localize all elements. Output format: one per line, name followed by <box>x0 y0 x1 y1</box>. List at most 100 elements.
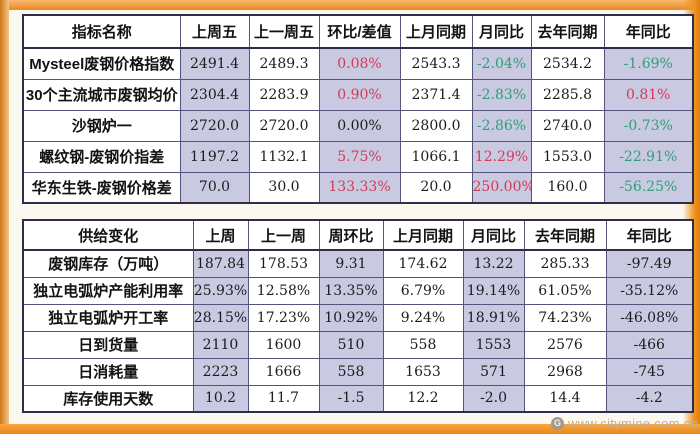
column-header: 上月同期 <box>399 14 473 49</box>
cell: 178.53 <box>247 249 320 278</box>
cell: -46.08% <box>605 303 694 332</box>
cell: 2720.0 <box>248 109 320 142</box>
cell: 61.05% <box>523 276 607 305</box>
cell: 70.0 <box>179 171 250 204</box>
cell: 12.29% <box>471 140 532 173</box>
supply-table-header-row: 供给变化 上周 上一周 周环比 上月同期 月同比 去年同期 年同比 <box>22 219 694 251</box>
cell: 2543.3 <box>399 47 473 80</box>
column-header: 月同比 <box>471 14 532 49</box>
column-header: 指标名称 <box>22 14 181 49</box>
cell: -2.86% <box>471 109 532 142</box>
row-label: 日消耗量 <box>22 357 194 386</box>
cell: 74.23% <box>523 303 607 332</box>
frame-top-bar <box>0 0 700 10</box>
cell: 2968 <box>523 357 607 386</box>
cell: 0.08% <box>318 47 401 80</box>
column-header: 月同比 <box>462 219 525 251</box>
cell: 2489.3 <box>248 47 320 80</box>
cell: 2283.9 <box>248 78 320 111</box>
cell: 2285.8 <box>530 78 605 111</box>
cell: 10.92% <box>318 303 384 332</box>
cell: 2371.4 <box>399 78 473 111</box>
cell: 1653 <box>382 357 464 386</box>
cell: 14.4 <box>523 384 607 413</box>
cell: -1.5 <box>318 384 384 413</box>
cell: 558 <box>382 330 464 359</box>
cell: -97.49 <box>605 249 694 278</box>
column-header: 上一周 <box>247 219 320 251</box>
table-row: 华东生铁-废钢价格差 70.0 30.0 133.33% 20.0 250.00… <box>22 171 694 204</box>
cell: -2.04% <box>471 47 532 80</box>
column-header: 去年同期 <box>523 219 607 251</box>
cell: 5.75% <box>318 140 401 173</box>
column-header: 供给变化 <box>22 219 194 251</box>
cell: -466 <box>605 330 694 359</box>
cell: 571 <box>462 357 525 386</box>
cell: 1600 <box>247 330 320 359</box>
column-header: 上周 <box>192 219 249 251</box>
table-row: 废钢库存（万吨） 187.84 178.53 9.31 174.62 13.22… <box>22 249 694 278</box>
watermark-url-text: www.citymine.com.cn <box>568 416 698 431</box>
cell: -0.73% <box>603 109 694 142</box>
column-header: 去年同期 <box>530 14 605 49</box>
column-header: 环比/差值 <box>318 14 401 49</box>
cell: 19.14% <box>462 276 525 305</box>
row-label: 30个主流城市废钢均价 <box>22 78 181 111</box>
cell: -745 <box>605 357 694 386</box>
cell: 28.15% <box>192 303 249 332</box>
cell: 17.23% <box>247 303 320 332</box>
cell: 13.35% <box>318 276 384 305</box>
cell: 1666 <box>247 357 320 386</box>
row-label: 库存使用天数 <box>22 384 194 413</box>
table-row: 库存使用天数 10.2 11.7 -1.5 12.2 -2.0 14.4 -4.… <box>22 384 694 413</box>
cell: 20.0 <box>399 171 473 204</box>
cell: 285.33 <box>523 249 607 278</box>
row-label: 独立电弧炉产能利用率 <box>22 276 194 305</box>
table-row: 沙钢炉一 2720.0 2720.0 0.00% 2800.0 -2.86% 2… <box>22 109 694 142</box>
table-row: Mysteel废钢价格指数 2491.4 2489.3 0.08% 2543.3… <box>22 47 694 80</box>
cell: 174.62 <box>382 249 464 278</box>
cell: 510 <box>318 330 384 359</box>
cell: 1553.0 <box>530 140 605 173</box>
frame-left-bar <box>0 0 9 434</box>
column-header: 年同比 <box>605 219 694 251</box>
table-row: 独立电弧炉开工率 28.15% 17.23% 10.92% 9.24% 18.9… <box>22 303 694 332</box>
column-header: 上月同期 <box>382 219 464 251</box>
cell: -56.25% <box>603 171 694 204</box>
cell: 250.00% <box>471 171 532 204</box>
cell: 6.79% <box>382 276 464 305</box>
cell: 1132.1 <box>248 140 320 173</box>
row-label: 螺纹钢-废钢价指差 <box>22 140 181 173</box>
column-header: 周环比 <box>318 219 384 251</box>
cell: 11.7 <box>247 384 320 413</box>
cell: 2720.0 <box>179 109 250 142</box>
citymine-logo-icon: G <box>551 417 565 430</box>
cell: 2800.0 <box>399 109 473 142</box>
cell: 1197.2 <box>179 140 250 173</box>
watermark: G www.citymine.com.cn <box>551 416 698 431</box>
cell: 2110 <box>192 330 249 359</box>
price-indicator-table: 指标名称 上周五 上一周五 环比/差值 上月同期 月同比 去年同期 年同比 My… <box>22 14 694 204</box>
cell: -2.0 <box>462 384 525 413</box>
table-row: 30个主流城市废钢均价 2304.4 2283.9 0.90% 2371.4 -… <box>22 78 694 111</box>
cell: 0.81% <box>603 78 694 111</box>
price-table-header-row: 指标名称 上周五 上一周五 环比/差值 上月同期 月同比 去年同期 年同比 <box>22 14 694 49</box>
cell: 13.22 <box>462 249 525 278</box>
cell: -35.12% <box>605 276 694 305</box>
cell: 1553 <box>462 330 525 359</box>
cell: 9.24% <box>382 303 464 332</box>
cell: 12.2 <box>382 384 464 413</box>
cell: 2740.0 <box>530 109 605 142</box>
cell: 187.84 <box>192 249 249 278</box>
cell: 133.33% <box>318 171 401 204</box>
cell: -2.83% <box>471 78 532 111</box>
frame-bottom-bar <box>0 424 700 434</box>
cell: -1.69% <box>603 47 694 80</box>
column-header: 上一周五 <box>248 14 320 49</box>
row-label: 废钢库存（万吨） <box>22 249 194 278</box>
row-label: 华东生铁-废钢价格差 <box>22 171 181 204</box>
cell: 558 <box>318 357 384 386</box>
column-header: 年同比 <box>603 14 694 49</box>
cell: 2223 <box>192 357 249 386</box>
